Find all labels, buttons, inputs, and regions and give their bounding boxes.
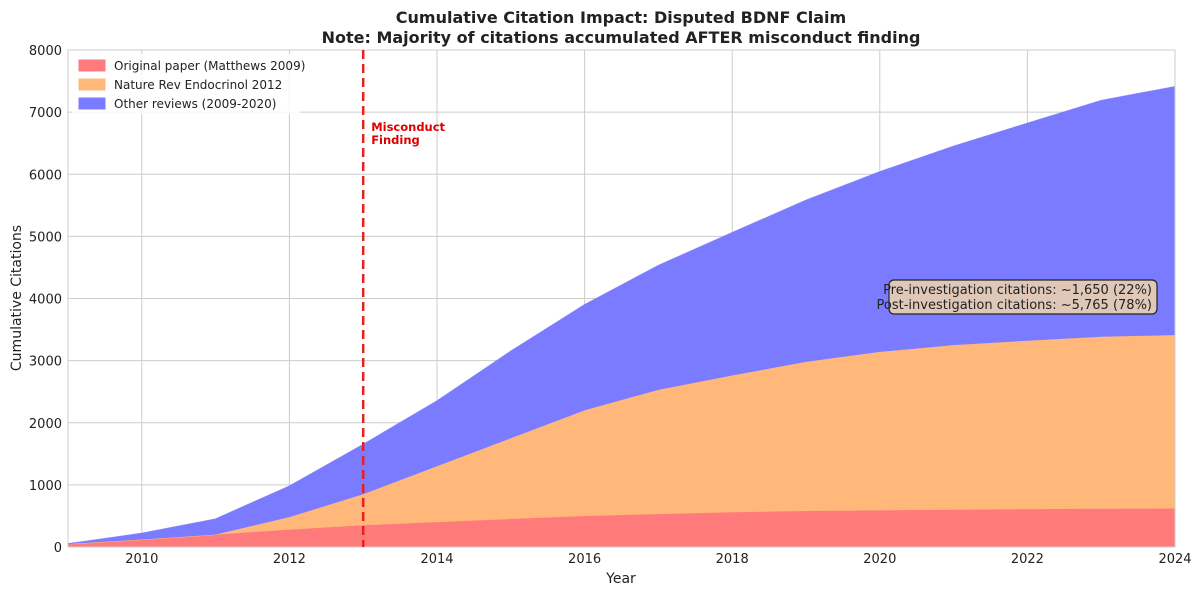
area-series-1-edge <box>67 507 1176 545</box>
y-tick-label: 5000 <box>29 230 62 245</box>
y-tick-label: 0 <box>54 541 62 556</box>
chart-title: Cumulative Citation Impact: Disputed BDN… <box>396 8 846 27</box>
y-axis-label: Cumulative Citations <box>9 225 25 371</box>
y-tick-label: 4000 <box>29 293 62 308</box>
legend-frame <box>72 54 300 114</box>
x-tick-label: 2014 <box>420 552 453 567</box>
annotation-box: Pre-investigation citations: ~1,650 (22%… <box>877 279 1158 315</box>
legend-label: Original paper (Matthews 2009) <box>114 59 305 73</box>
annotation-line: Pre-investigation citations: ~1,650 (22%… <box>883 283 1152 298</box>
legend-label: Other reviews (2009-2020) <box>114 97 276 111</box>
y-tick-label: 2000 <box>29 417 62 432</box>
y-tick-label: 6000 <box>29 168 62 183</box>
misconduct-label: Misconduct Finding <box>371 120 445 147</box>
x-axis-label: Year <box>605 571 636 587</box>
area-series-3 <box>68 86 1175 544</box>
y-tick-label: 3000 <box>29 355 62 370</box>
legend-swatch <box>78 78 106 91</box>
y-tick-label: 1000 <box>29 479 62 494</box>
annotation-line: Post-investigation citations: ~5,765 (78… <box>877 298 1152 313</box>
area-series-3-edge <box>67 86 1176 545</box>
x-axis-ticks: 2010 2012 2014 2016 2018 2020 2022 2024 <box>125 552 1191 567</box>
x-tick-label: 2018 <box>716 552 749 567</box>
legend-swatch <box>78 59 106 72</box>
x-tick-label: 2020 <box>863 552 896 567</box>
y-tick-label: 8000 <box>29 44 62 59</box>
plot-frame <box>67 49 1176 548</box>
y-tick-label: 7000 <box>29 106 62 121</box>
misconduct-marker: Misconduct Finding <box>361 50 446 547</box>
x-tick-label: 2022 <box>1011 552 1044 567</box>
area-series <box>67 49 1176 548</box>
y-axis-ticks: 0 1000 2000 3000 4000 5000 6000 7000 8000 <box>29 44 62 556</box>
x-tick-label: 2024 <box>1158 552 1191 567</box>
x-tick-label: 2010 <box>125 552 158 567</box>
x-tick-label: 2012 <box>273 552 306 567</box>
legend: Original paper (Matthews 2009) Nature Rev… <box>72 54 305 114</box>
x-tick-label: 2016 <box>568 552 601 567</box>
area-series-1 <box>68 508 1175 547</box>
legend-label: Nature Rev Endocrinol 2012 <box>114 78 282 92</box>
annotation-frame <box>888 279 1158 315</box>
chart-subtitle: Note: Majority of citations accumulated … <box>322 28 921 47</box>
legend-swatch <box>78 97 106 110</box>
area-series-2 <box>68 335 1175 544</box>
